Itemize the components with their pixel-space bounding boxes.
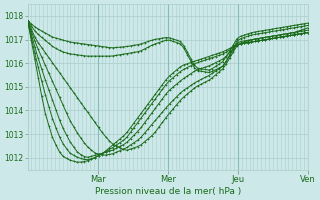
X-axis label: Pression niveau de la mer( hPa ): Pression niveau de la mer( hPa )	[95, 187, 241, 196]
